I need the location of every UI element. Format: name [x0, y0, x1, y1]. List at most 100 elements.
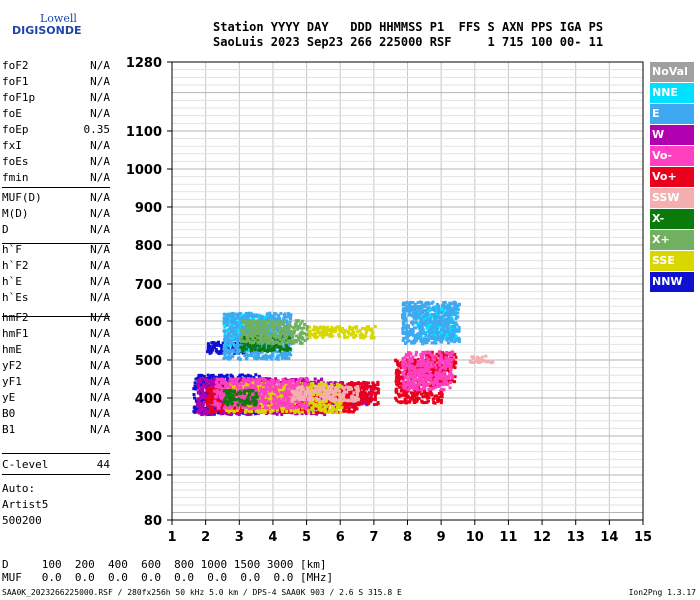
echo-point-e	[254, 351, 258, 355]
echo-point-w	[263, 381, 267, 385]
echo-point-sse	[240, 393, 244, 397]
echo-point-sse	[362, 327, 366, 331]
echo-point-sse	[348, 327, 352, 331]
y-tick-label: 600	[135, 315, 162, 330]
echo-point-sse	[319, 403, 323, 407]
echo-point-vo	[341, 381, 345, 385]
param-value: N/A	[90, 327, 110, 340]
param-name: B1	[2, 423, 16, 436]
echo-point-sse	[339, 402, 343, 406]
x-tick-label: 1	[167, 530, 176, 545]
echo-point-w	[352, 403, 356, 407]
echo-point-vo	[326, 400, 330, 404]
echo-point-w	[199, 402, 203, 406]
echo-point-sse	[256, 408, 260, 412]
echo-point-nnw	[212, 342, 216, 346]
echo-point-sse	[331, 407, 335, 411]
echo-point-vo	[352, 382, 356, 386]
echo-point-w	[205, 378, 209, 382]
echo-point-sse	[231, 385, 235, 389]
echo-point-vo	[213, 393, 217, 397]
echo-point-vo	[350, 381, 354, 385]
header-line-2: SaoLuis 2023 Sep23 266 225000 RSF 1 715 …	[213, 35, 604, 49]
echo-point-sse	[317, 392, 321, 396]
echo-point-sse	[333, 326, 337, 330]
echo-point-vo	[308, 406, 312, 410]
echo-point-e	[280, 354, 284, 358]
echo-point-sse	[239, 384, 243, 388]
echo-point-e	[224, 339, 228, 343]
echo-point-sse	[312, 325, 316, 329]
echo-point-nne	[228, 344, 232, 348]
echo-point-nnw	[225, 377, 229, 381]
param-value: N/A	[90, 59, 110, 72]
x-tick-label: 10	[466, 530, 484, 545]
echo-point-e	[231, 315, 235, 319]
param-row: foF1 N/A	[2, 74, 110, 90]
echo-point-e	[285, 319, 289, 323]
param-name: hmE	[2, 343, 22, 356]
echo-point-nne	[425, 326, 429, 330]
echo-point-nnw	[220, 384, 224, 388]
echo-point-w	[313, 377, 317, 381]
echo-point-sse	[314, 399, 318, 403]
echo-point-sse	[261, 405, 265, 409]
echo-point-w	[369, 398, 373, 402]
echo-point-sse	[322, 403, 326, 407]
echo-point-vo	[363, 383, 367, 387]
echo-point-nne	[227, 315, 231, 319]
echo-point-w	[204, 396, 208, 400]
echo-point-vo	[336, 410, 340, 414]
echo-point-e	[288, 351, 292, 355]
param-value: N/A	[90, 259, 110, 272]
x-tick-label: 3	[235, 530, 244, 545]
echo-point-vo	[362, 398, 366, 402]
echo-point-sse	[323, 332, 327, 336]
echo-point-sse	[308, 333, 312, 337]
echo-point-e	[281, 352, 285, 356]
echo-point-vo	[208, 398, 212, 402]
echo-point-vo	[365, 387, 369, 391]
echo-point-vo	[397, 400, 401, 404]
param-value: N/A	[90, 311, 110, 324]
echo-point-vo	[398, 364, 402, 368]
echo-point-vo	[351, 401, 355, 405]
echo-point-sse	[369, 336, 373, 340]
echo-point-e	[251, 351, 255, 355]
echo-point-sse	[275, 408, 279, 412]
echo-point-sse	[309, 382, 313, 386]
echo-point-nne	[233, 312, 237, 316]
echo-point-vo	[421, 366, 425, 370]
echo-point-vo	[454, 355, 458, 359]
echo-point-nnw	[196, 406, 200, 410]
params-divider	[2, 453, 110, 454]
param-name: h`F	[2, 243, 22, 256]
echo-point-nnw	[231, 346, 235, 350]
echo-point-vo	[421, 395, 425, 399]
echo-point-nnw	[193, 381, 197, 385]
echo-point-e	[278, 318, 282, 322]
echo-point-w	[235, 411, 239, 415]
echo-point-w	[210, 412, 214, 416]
echo-point-sse	[329, 332, 333, 336]
param-row: h`F N/A	[2, 242, 110, 258]
echo-point-nne	[223, 332, 227, 336]
echo-point-nnw	[219, 349, 223, 353]
echo-point-nnw	[238, 341, 242, 345]
echo-point-w	[203, 400, 207, 404]
x-tick-label: 5	[302, 530, 311, 545]
echo-point-vo	[394, 379, 398, 383]
echo-point-nne	[224, 342, 228, 346]
echo-point-sse	[364, 331, 368, 335]
echo-point-vo	[372, 386, 376, 390]
echo-point-vo	[435, 352, 439, 356]
echo-point-w	[350, 383, 354, 387]
echo-point-w	[222, 409, 226, 413]
echo-point-sse	[317, 399, 321, 403]
echo-point-w	[212, 383, 216, 387]
echo-point-w	[197, 408, 201, 412]
x-tick-label: 2	[201, 530, 210, 545]
echo-point-sse	[307, 330, 311, 334]
param-row: h`F2 N/A	[2, 258, 110, 274]
echo-point-vo	[403, 399, 407, 403]
